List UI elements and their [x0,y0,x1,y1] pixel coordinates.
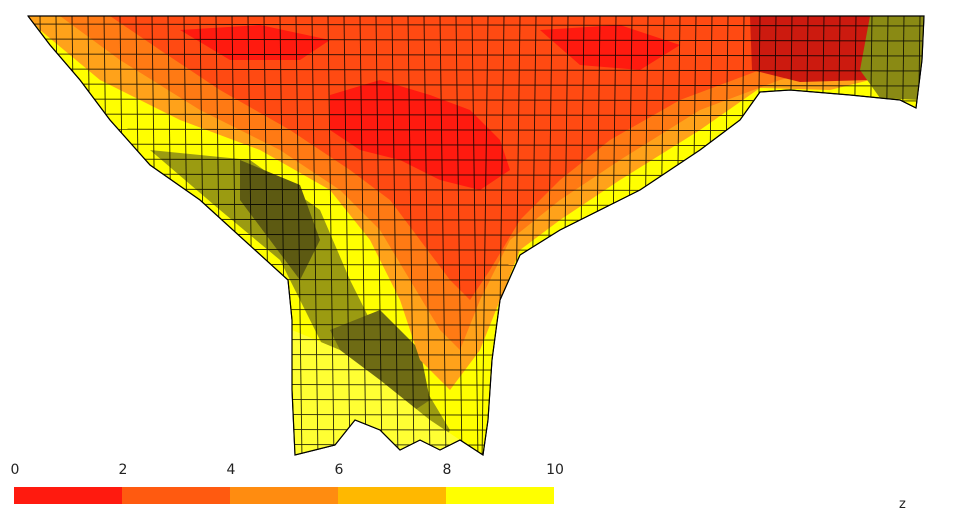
contour-mesh-plot [20,15,940,460]
mesh-line-horizontal [28,83,924,87]
colorbar-tick-2: 2 [118,462,128,478]
mesh-line-horizontal [20,459,940,460]
mesh-line-vertical [55,16,63,455]
mesh-line-vertical [455,16,463,455]
mesh-line-vertical [481,16,489,455]
axis-indicator-z: z [899,497,906,512]
colorbar-tick-0: 0 [10,462,20,478]
colorbar-segment-0-2 [14,487,122,504]
contour-region-red-center [330,80,510,190]
mesh-line-vertical [343,16,351,455]
mesh-line-vertical [39,16,47,455]
contour-region-olive-right-corner [860,16,924,100]
colorbar-tick-10: 10 [546,462,564,478]
colorbar-segment-2-4 [122,487,230,504]
mesh-line-horizontal [28,23,924,27]
mesh-line-vertical [407,16,415,455]
contour-region-olive-lower [330,310,430,420]
colorbar-segment-6-8 [338,487,446,504]
colorbar-tick-4: 4 [226,462,236,478]
mesh-line-vertical [359,16,367,455]
colorbar-segment-8-10 [446,487,554,504]
contour-region-yellow-bottom [292,330,483,455]
mesh-line-vertical [311,16,319,455]
colorbar-tick-8: 8 [442,462,452,478]
colorbar [14,487,554,504]
mesh-line-vertical [295,16,303,455]
mesh-line-vertical [71,16,79,455]
contour-region-red-right [540,25,680,70]
mesh-line-vertical [327,16,335,455]
mesh-line-vertical [423,16,431,455]
mesh-line-vertical [471,16,479,455]
contour-region-red-right-corner [750,16,880,82]
mesh-line-vertical [375,16,383,455]
colorbar-tick-6: 6 [334,462,344,478]
mesh-line-horizontal [28,68,924,72]
contour-region-red-top [180,25,330,60]
mesh-line-vertical [391,16,399,455]
mesh-line-vertical [439,16,447,455]
mesh-outline [27,15,925,457]
mesh-line-horizontal [28,53,924,57]
mesh-line-horizontal [28,38,924,42]
colorbar-segment-4-6 [230,487,338,504]
